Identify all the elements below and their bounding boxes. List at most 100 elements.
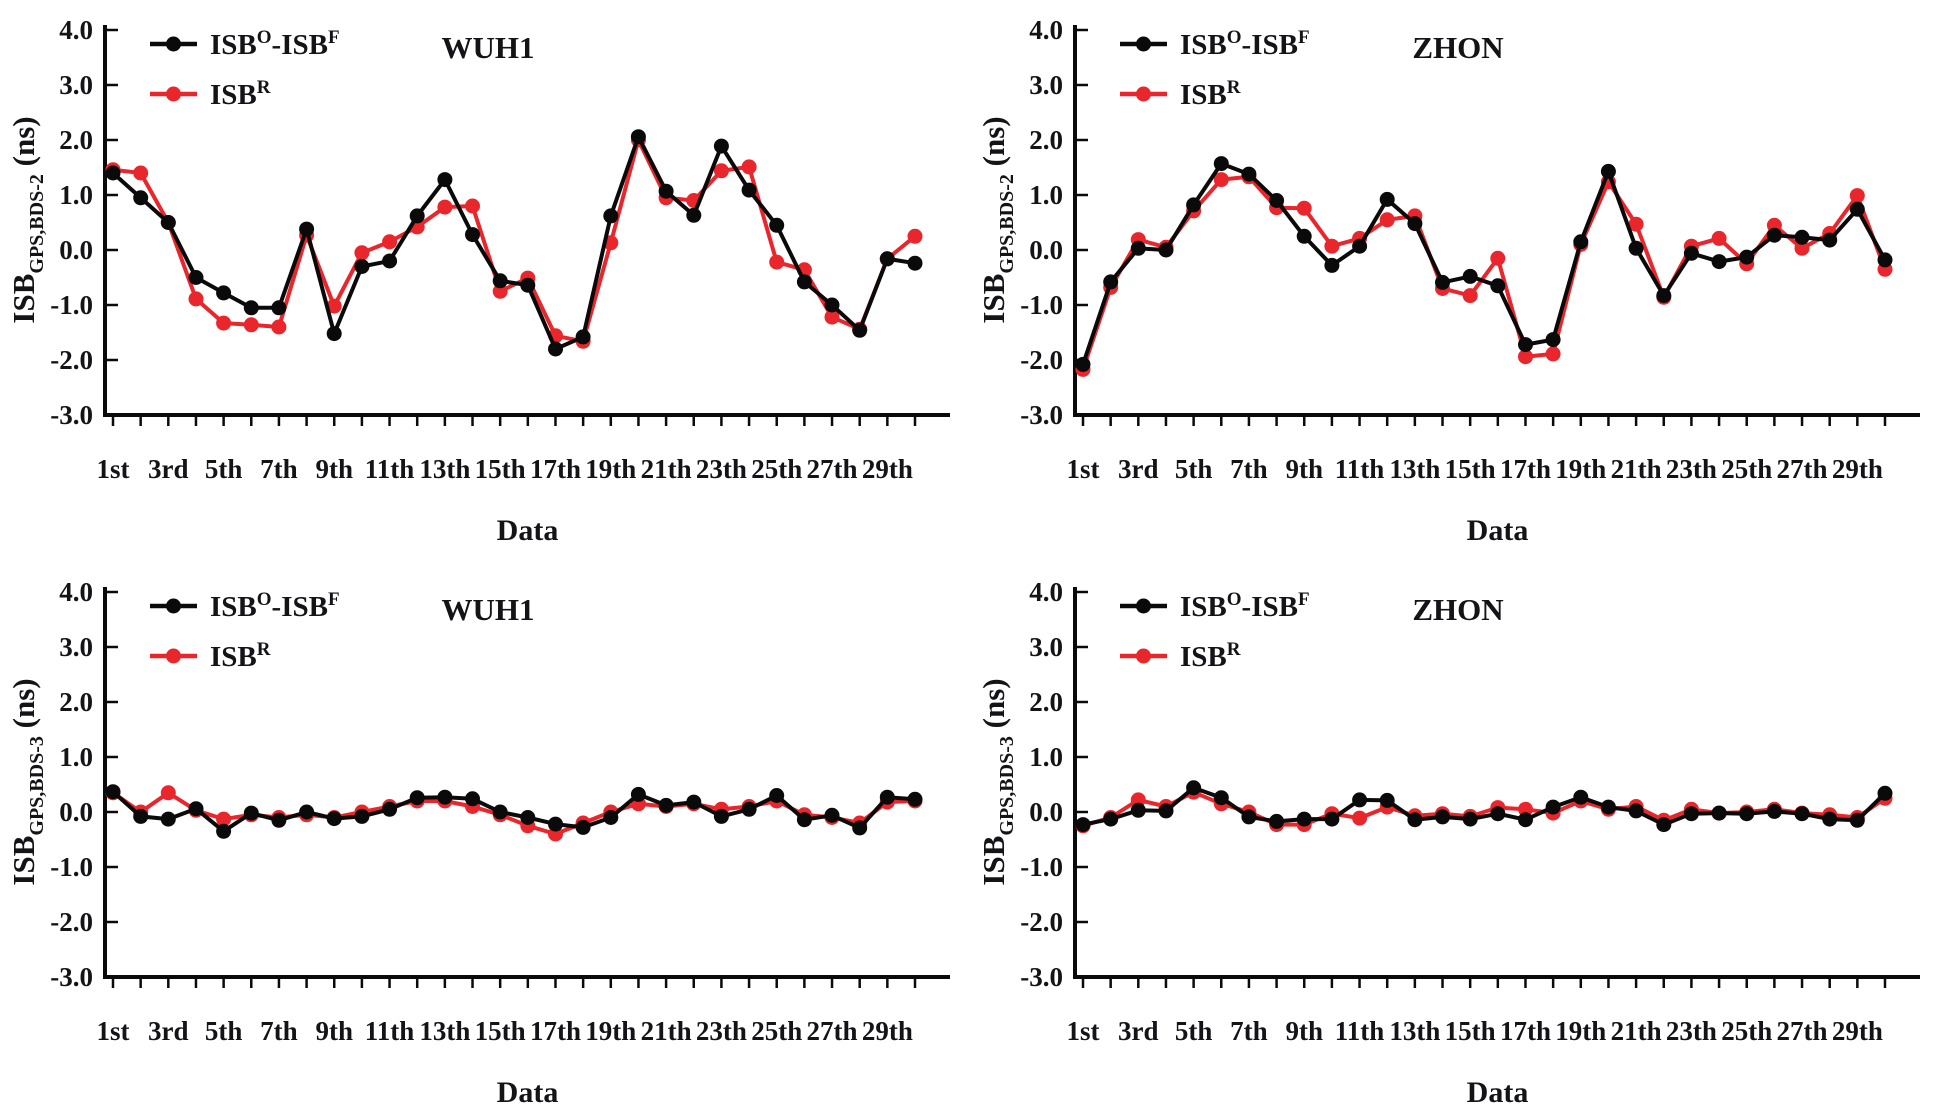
y-axis-label: ISBGPS,BDS-3​ (ns) — [976, 678, 1018, 885]
axes — [103, 25, 950, 417]
series-line — [1081, 174, 1887, 371]
legend-item-isb-o-minus-isb-f: ISBO​-ISBF​ — [1120, 589, 1310, 623]
data-point — [1462, 811, 1478, 827]
data-point — [492, 273, 508, 289]
data-point — [188, 801, 204, 817]
data-point — [769, 217, 785, 233]
data-point — [409, 790, 425, 806]
x-tick-group: 1st 3rd 5th 7th 9th 11th 13th 15th 17th 19th 21th 2… — [97, 415, 917, 484]
data-point — [243, 805, 259, 821]
y-tick-label: 3.0 — [59, 632, 93, 662]
data-point — [1849, 201, 1865, 217]
legend-label: ISBR​ — [1180, 639, 1241, 673]
series-isb-o-minus-isb-f — [105, 784, 923, 839]
series-isb-r — [105, 132, 923, 349]
data-point — [603, 208, 619, 224]
data-point — [1545, 799, 1561, 815]
legend-item-isb-r: ISBR​ — [150, 77, 271, 111]
data-point — [243, 300, 259, 316]
data-point — [1130, 802, 1146, 818]
x-tick-label: 1st — [1067, 454, 1100, 484]
y-tick-label: 2.0 — [59, 125, 93, 155]
x-tick-label: 29th — [1832, 1016, 1883, 1046]
data-point — [1794, 806, 1810, 822]
x-tick-label: 13th — [1389, 1016, 1440, 1046]
data-point — [1352, 238, 1368, 254]
series-line — [111, 790, 916, 834]
data-point — [1352, 792, 1368, 808]
data-point — [741, 801, 757, 817]
y-tick-label: 0.0 — [59, 797, 93, 827]
x-tick-label: 23th — [1666, 454, 1717, 484]
x-tick-group: 1st 3rd 5th 7th 9th 11th 13th 15th 17th 19th 21th 2… — [1067, 415, 1887, 484]
data-point — [1462, 288, 1478, 304]
series-line — [1082, 785, 1887, 827]
legend-item-isb-o-minus-isb-f: ISBO​-ISBF​ — [150, 589, 340, 623]
data-point — [1490, 806, 1506, 822]
legend-marker-dot — [166, 86, 181, 102]
x-tick-label: 27th — [807, 454, 858, 484]
y-tick-label: 1.0 — [1029, 742, 1063, 772]
data-point — [465, 791, 480, 807]
legend-label: ISBR​ — [210, 639, 271, 673]
x-tick-label: 3rd — [148, 1016, 189, 1046]
data-point — [1462, 268, 1478, 284]
legend-item-isb-o-minus-isb-f: ISBO​-ISBF​ — [1120, 27, 1310, 61]
y-axis-label: ISBGPS,BDS-2​ (ns) — [6, 116, 48, 323]
x-tick-label: 25th — [751, 1016, 802, 1046]
data-point — [824, 309, 840, 325]
data-point — [1711, 254, 1727, 270]
y-tick-label: 2.0 — [59, 687, 93, 717]
y-tick-label: 3.0 — [1029, 632, 1063, 662]
y-tick-label: -2.0 — [1020, 907, 1063, 937]
legend: ISBO​-ISBF​ ISBR​ — [150, 589, 340, 673]
data-point — [216, 823, 232, 839]
chart-title: WUH1 — [442, 30, 535, 65]
data-point — [1877, 785, 1893, 801]
x-tick-label: 11th — [365, 1016, 415, 1046]
x-tick-label: 5th — [1175, 1016, 1213, 1046]
data-point — [437, 172, 453, 188]
data-point — [1600, 163, 1616, 179]
data-point — [1158, 803, 1174, 819]
data-point — [133, 190, 149, 206]
data-point — [575, 329, 591, 345]
series-isb-o-minus-isb-f — [105, 129, 923, 357]
data-point — [188, 291, 204, 307]
data-point — [1518, 337, 1533, 353]
data-point — [1490, 250, 1506, 266]
y-tick-label: 1.0 — [1029, 180, 1063, 210]
y-tick-group: 4.0 3.0 2.0 1.0 0.0 -1.0 -2.0 -3.0 — [50, 15, 118, 430]
legend-item-isb-r: ISBR​ — [1120, 77, 1241, 111]
y-tick-label: -3.0 — [50, 962, 93, 992]
data-point — [1518, 349, 1533, 365]
data-point — [326, 298, 342, 314]
data-point — [1103, 274, 1119, 290]
x-tick-label: 9th — [1285, 1016, 1323, 1046]
legend-label: ISBO​-ISBF​ — [210, 589, 340, 623]
x-tick-label: 1st — [1067, 1016, 1100, 1046]
data-point — [216, 315, 232, 331]
series-line — [1081, 161, 1887, 366]
chart-panel-wuh1-bds3: 4.0 3.0 2.0 1.0 0.0 -1.0 -2.0 -3.0 1st 3rd 5th 7th 9… — [0, 562, 970, 1112]
y-tick-label: 4.0 — [1029, 577, 1063, 607]
x-tick-label: 23th — [696, 454, 747, 484]
y-axis-label: ISBGPS,BDS-3​ (ns) — [6, 678, 48, 885]
data-point — [520, 277, 536, 293]
legend-marker-dot — [1136, 86, 1151, 102]
chart-title: ZHON — [1412, 592, 1503, 627]
data-point — [1656, 817, 1672, 833]
data-point — [1352, 810, 1368, 826]
data-point — [1379, 792, 1395, 808]
y-tick-label: 4.0 — [59, 577, 93, 607]
data-point — [1683, 806, 1699, 822]
data-point — [271, 300, 287, 316]
data-point — [1075, 356, 1091, 372]
data-point — [1241, 166, 1257, 182]
data-point — [1518, 812, 1533, 828]
data-point — [465, 198, 480, 214]
x-tick-label: 7th — [1230, 1016, 1268, 1046]
x-tick-label: 23th — [696, 1016, 747, 1046]
